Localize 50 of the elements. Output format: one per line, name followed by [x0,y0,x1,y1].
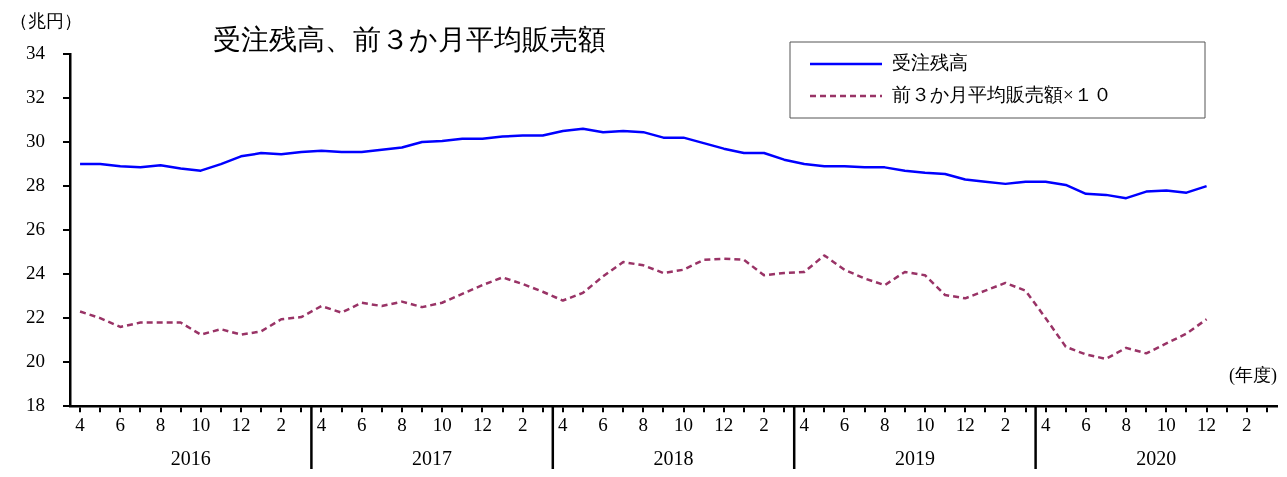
x-tick-label: 4 [75,413,86,435]
x-tick-label: 8 [397,413,407,435]
x-tick-label: 10 [1156,413,1176,435]
x-tick-label: 12 [231,413,251,435]
x-tick-label: 8 [1121,413,1131,435]
x-tick-label: 12 [714,413,734,435]
x-tick-label: 12 [472,413,492,435]
x-tick-label: 12 [1197,413,1217,435]
y-tick-label: 32 [26,86,45,108]
x-tick-label: 6 [839,413,850,435]
x-tick-label: 6 [1081,413,1091,435]
y-tick-label: 28 [26,174,45,196]
y-axis-title: （兆円） [10,10,82,31]
x-tick-label: 10 [191,413,211,435]
x-tick-label: 4 [316,413,327,435]
y-tick-label: 26 [26,218,45,240]
x-tick-label: 2 [1000,413,1011,435]
legend-label: 前３か月平均販売額×１０ [892,83,1112,105]
text: 2019 [894,447,935,470]
x-tick-label: 8 [879,413,890,435]
legend-label: 受注残高 [892,51,968,73]
text: 2016 [170,447,211,470]
y-tick-label: 18 [26,394,45,416]
line-series [78,254,1208,361]
y-tick-label: 20 [26,350,45,372]
x-tick-label: 10 [432,413,452,435]
x-tick-label: 8 [638,413,649,435]
chart-title: 受注残高、前３か月平均販売額 [213,24,606,56]
x-tick-label: 10 [915,413,935,435]
x-tick-label: 2 [1242,413,1252,435]
text: 2018 [653,447,694,470]
x-tick-label: 4 [799,413,810,435]
x-tick-label: 2 [759,413,769,435]
text: 2020 [1136,447,1177,470]
x-tick-label: 8 [155,413,166,435]
x-tick-label: 10 [674,413,694,435]
x-tick-label: 4 [558,413,569,435]
y-tick-label: 24 [26,262,46,284]
x-tick-label: 6 [598,413,608,435]
y-tick-label: 22 [26,306,45,328]
x-tick-label: 4 [1040,413,1051,435]
x-axis-title: (年度) [1229,364,1277,386]
y-tick-label: 34 [26,41,46,63]
y-tick-label: 30 [26,130,45,152]
x-tick-label: 2 [517,413,528,435]
text: 2017 [412,447,453,470]
x-tick-label: 6 [356,413,367,435]
x-tick-label: 2 [276,413,286,435]
x-tick-label: 12 [955,413,975,435]
x-tick-label: 6 [115,413,126,435]
